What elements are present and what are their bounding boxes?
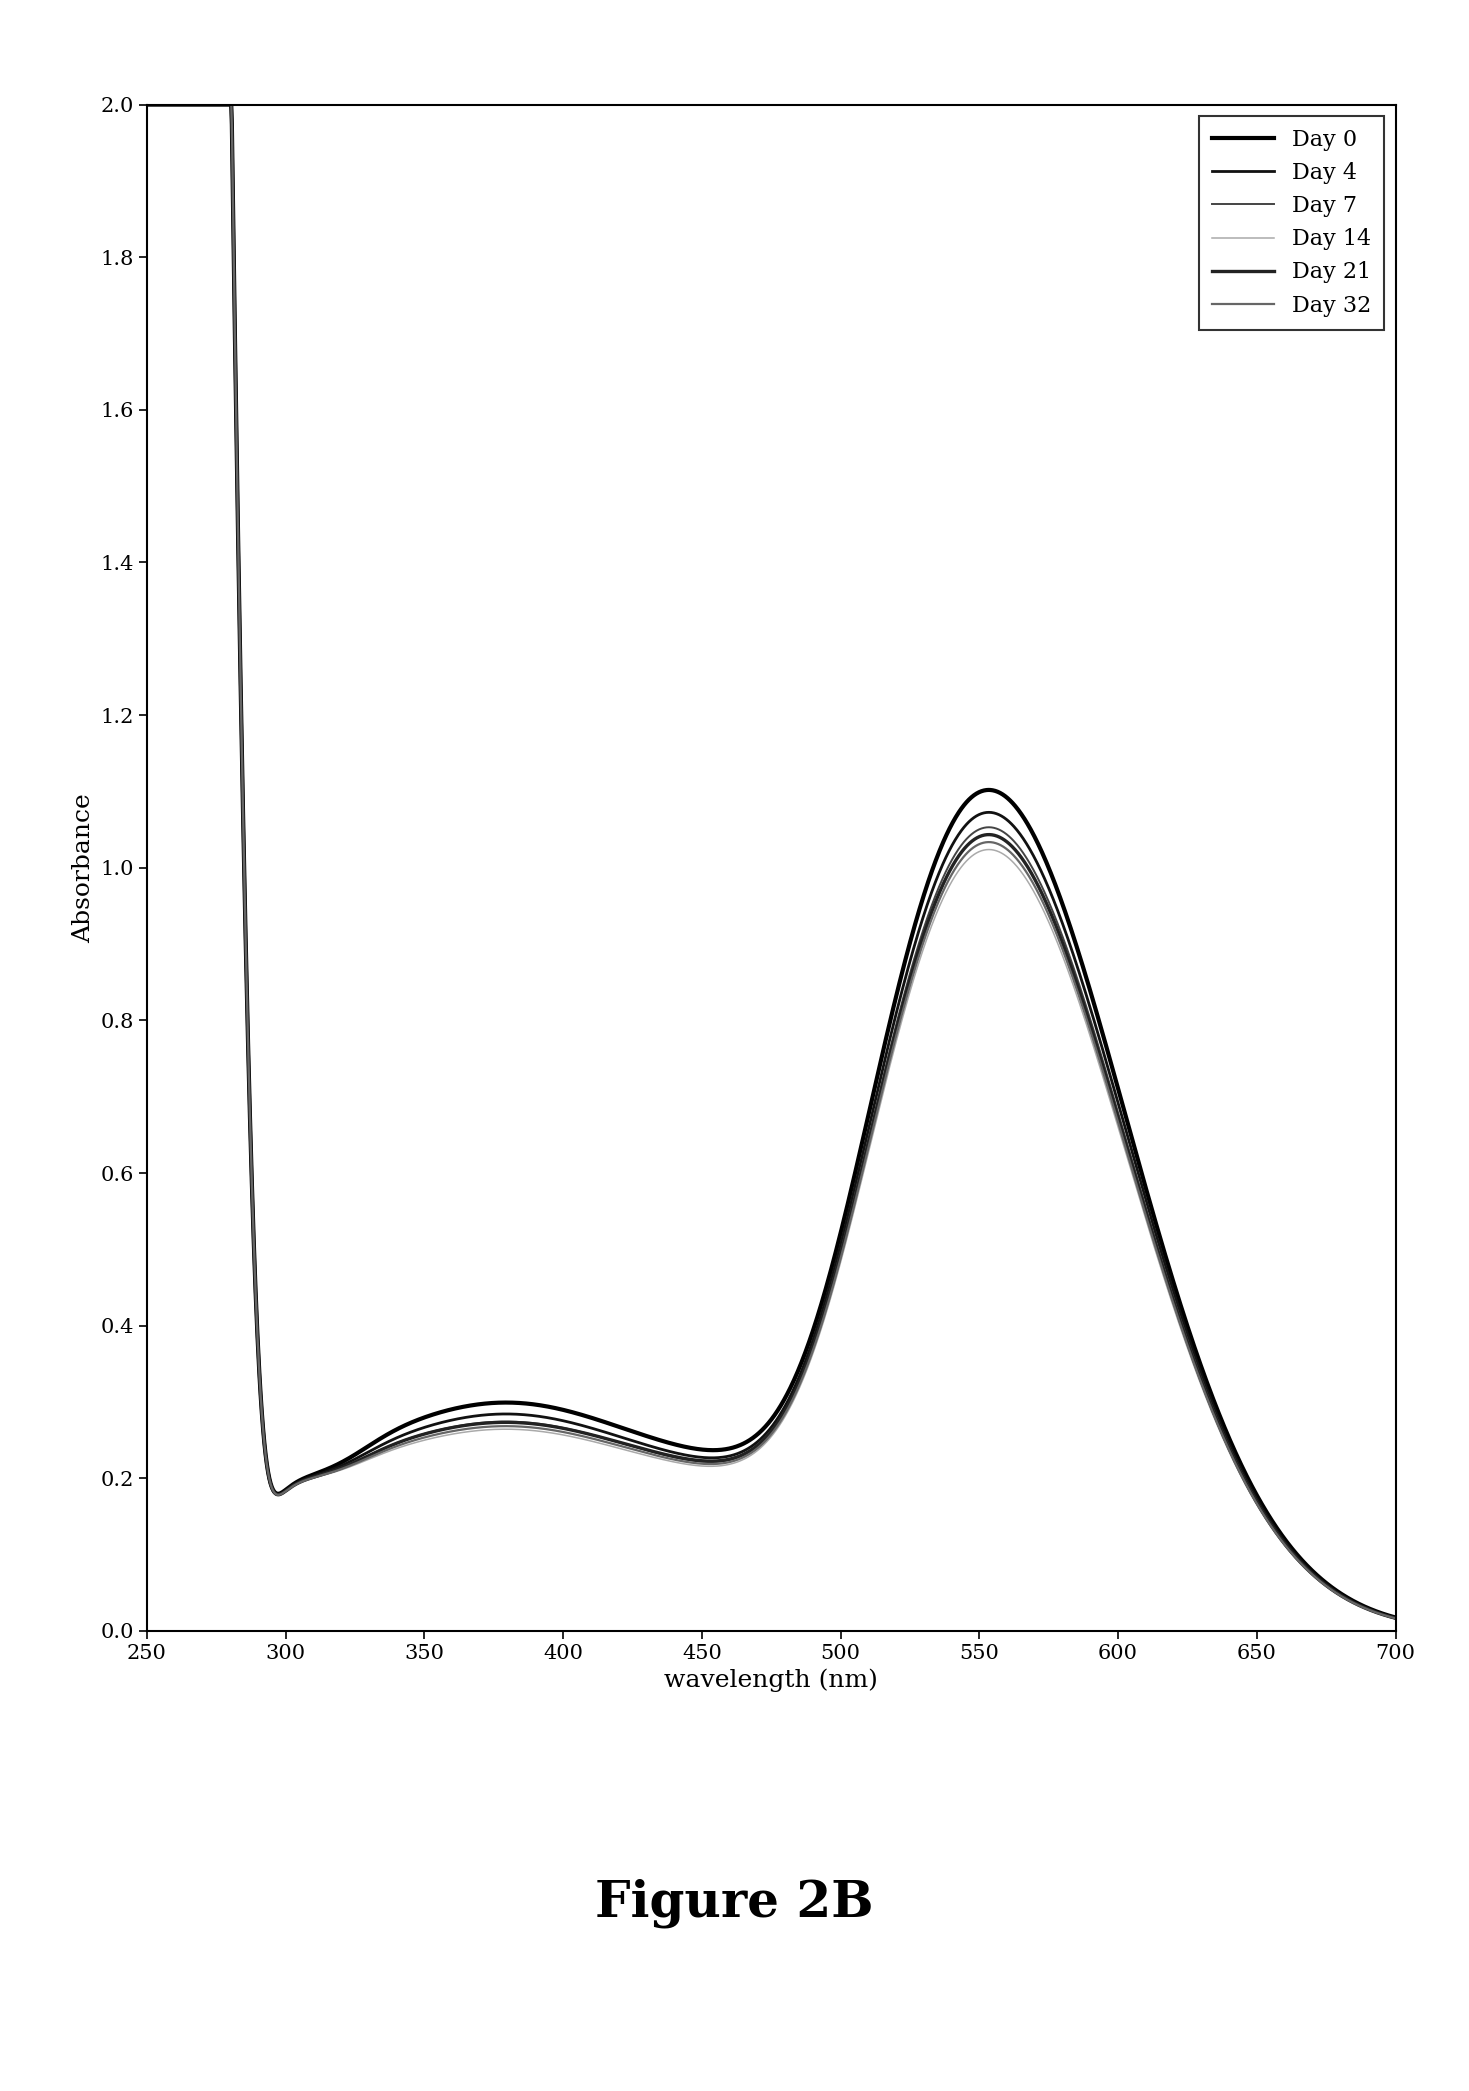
Day 7 — [138, 92, 156, 117]
Line: Day 0: Day 0 — [147, 105, 1396, 1618]
Day 7 — [1350, 1593, 1368, 1618]
Day 4 — [712, 1445, 730, 1470]
Day 14 — [1121, 1154, 1138, 1179]
Line: Day 4: Day 4 — [147, 105, 1396, 1618]
Day 0 — [1350, 1591, 1368, 1616]
Day 32 — [745, 1439, 762, 1464]
Day 4 — [1350, 1591, 1368, 1616]
Day 0 — [1121, 1119, 1138, 1144]
Day 21 — [712, 1449, 730, 1474]
Day 32 — [1350, 1593, 1368, 1618]
Day 7 — [712, 1449, 730, 1474]
Day 0 — [712, 1437, 730, 1462]
Day 21 — [1350, 1593, 1368, 1618]
Line: Day 32: Day 32 — [147, 105, 1396, 1618]
Day 14 — [1387, 1606, 1404, 1631]
Line: Day 21: Day 21 — [147, 105, 1396, 1618]
Day 4 — [1350, 1591, 1368, 1616]
Y-axis label: Absorbance: Absorbance — [72, 792, 94, 943]
Day 21 — [201, 92, 219, 117]
Day 21 — [745, 1434, 762, 1460]
Day 7 — [201, 92, 219, 117]
Day 4 — [138, 92, 156, 117]
X-axis label: wavelength (nm): wavelength (nm) — [664, 1669, 878, 1692]
Day 21 — [138, 92, 156, 117]
Day 7 — [1121, 1142, 1138, 1167]
Day 0 — [201, 92, 219, 117]
Day 32 — [1350, 1593, 1368, 1618]
Day 32 — [201, 92, 219, 117]
Text: Figure 2B: Figure 2B — [595, 1878, 874, 1928]
Day 4 — [201, 92, 219, 117]
Line: Day 7: Day 7 — [147, 105, 1396, 1618]
Day 0 — [138, 92, 156, 117]
Day 7 — [1387, 1606, 1404, 1631]
Line: Day 14: Day 14 — [147, 105, 1396, 1618]
Day 14 — [138, 92, 156, 117]
Day 4 — [1387, 1606, 1404, 1631]
Day 0 — [1387, 1606, 1404, 1631]
Day 21 — [1121, 1146, 1138, 1171]
Day 14 — [1350, 1593, 1368, 1618]
Day 14 — [745, 1441, 762, 1466]
Day 7 — [1350, 1593, 1368, 1618]
Day 21 — [1387, 1606, 1404, 1631]
Day 21 — [1350, 1593, 1368, 1618]
Day 14 — [201, 92, 219, 117]
Day 0 — [1350, 1591, 1368, 1616]
Day 4 — [1121, 1133, 1138, 1158]
Day 7 — [745, 1437, 762, 1462]
Day 32 — [1121, 1150, 1138, 1175]
Day 0 — [745, 1424, 762, 1449]
Day 32 — [1387, 1606, 1404, 1631]
Legend: Day 0, Day 4, Day 7, Day 14, Day 21, Day 32: Day 0, Day 4, Day 7, Day 14, Day 21, Day… — [1199, 115, 1384, 330]
Day 32 — [138, 92, 156, 117]
Day 14 — [712, 1453, 730, 1478]
Day 32 — [712, 1451, 730, 1476]
Day 14 — [1350, 1593, 1368, 1618]
Day 4 — [745, 1432, 762, 1457]
